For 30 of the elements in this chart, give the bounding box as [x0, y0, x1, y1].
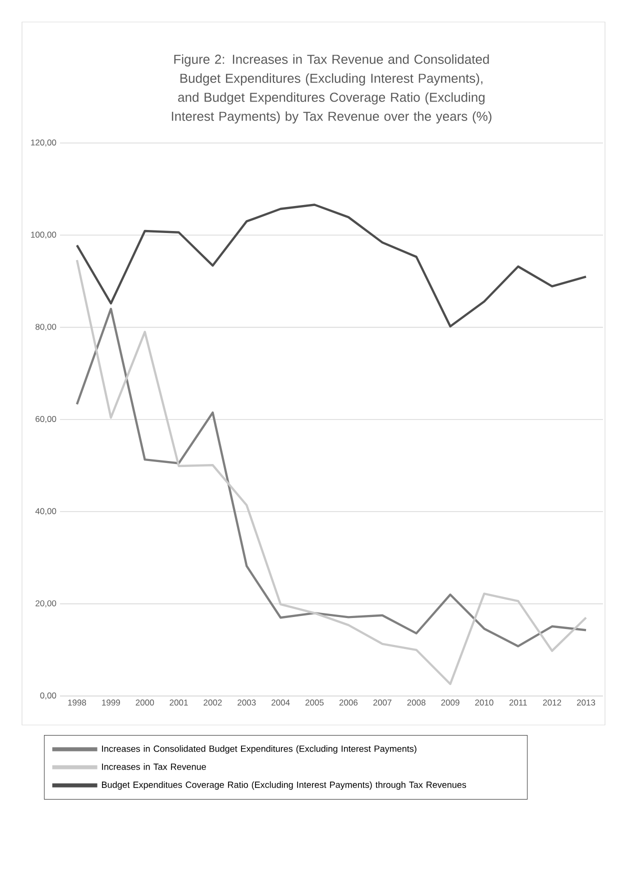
x-tick-label: 2002 — [204, 700, 222, 706]
x-tick-label: 2001 — [170, 700, 188, 706]
x-tick-label: 2005 — [305, 700, 324, 706]
x-tick-label: 2000 — [136, 700, 154, 706]
y-tick-label: 120,00 — [31, 139, 56, 146]
y-tick-label: 100,00 — [31, 232, 56, 239]
line-series — [76, 308, 588, 648]
x-tick-label: 2006 — [339, 700, 358, 706]
x-tick-label: 1998 — [68, 700, 86, 706]
x-tick-label: 2010 — [475, 700, 494, 706]
y-tick-label: 40,00 — [35, 508, 56, 516]
line-series — [76, 258, 588, 686]
legend-label: Increases in Consolidated Budget Expenditures (Excluding Interest Payments) — [102, 745, 416, 754]
x-tick-label: 2008 — [407, 700, 426, 706]
x-tick-label: 1999 — [102, 700, 120, 706]
y-tick-label: 20,00 — [36, 600, 56, 608]
x-tick-label: 2007 — [373, 700, 392, 706]
x-tick-label: 2009 — [441, 700, 460, 706]
x-tick-label: 2004 — [272, 700, 290, 706]
y-tick-label: 60,00 — [36, 416, 56, 423]
y-tick-label: 80,00 — [36, 324, 56, 331]
y-tick-label: 0,00 — [40, 692, 56, 700]
legend-label: Increases in Tax Revenue — [102, 763, 206, 770]
x-tick-label: 2003 — [238, 700, 256, 706]
line-series — [76, 204, 588, 328]
x-tick-label: 2012 — [543, 700, 562, 706]
legend-label: Budget Expenditues Coverage Ratio (Excluding Interest Payments) through Tax Revenues — [102, 781, 466, 790]
x-tick-label: 2011 — [509, 700, 527, 706]
chart-title: Figure 2: Increases in Tax Revenue and Consolidated Budget Expenditures (Excluding Interest Payments), and Budget Expenditures Coverage Ratio (Excluding Interest Payments) by Tax Revenue over the years (%) — [172, 54, 492, 124]
x-tick-label: 2013 — [576, 700, 596, 706]
